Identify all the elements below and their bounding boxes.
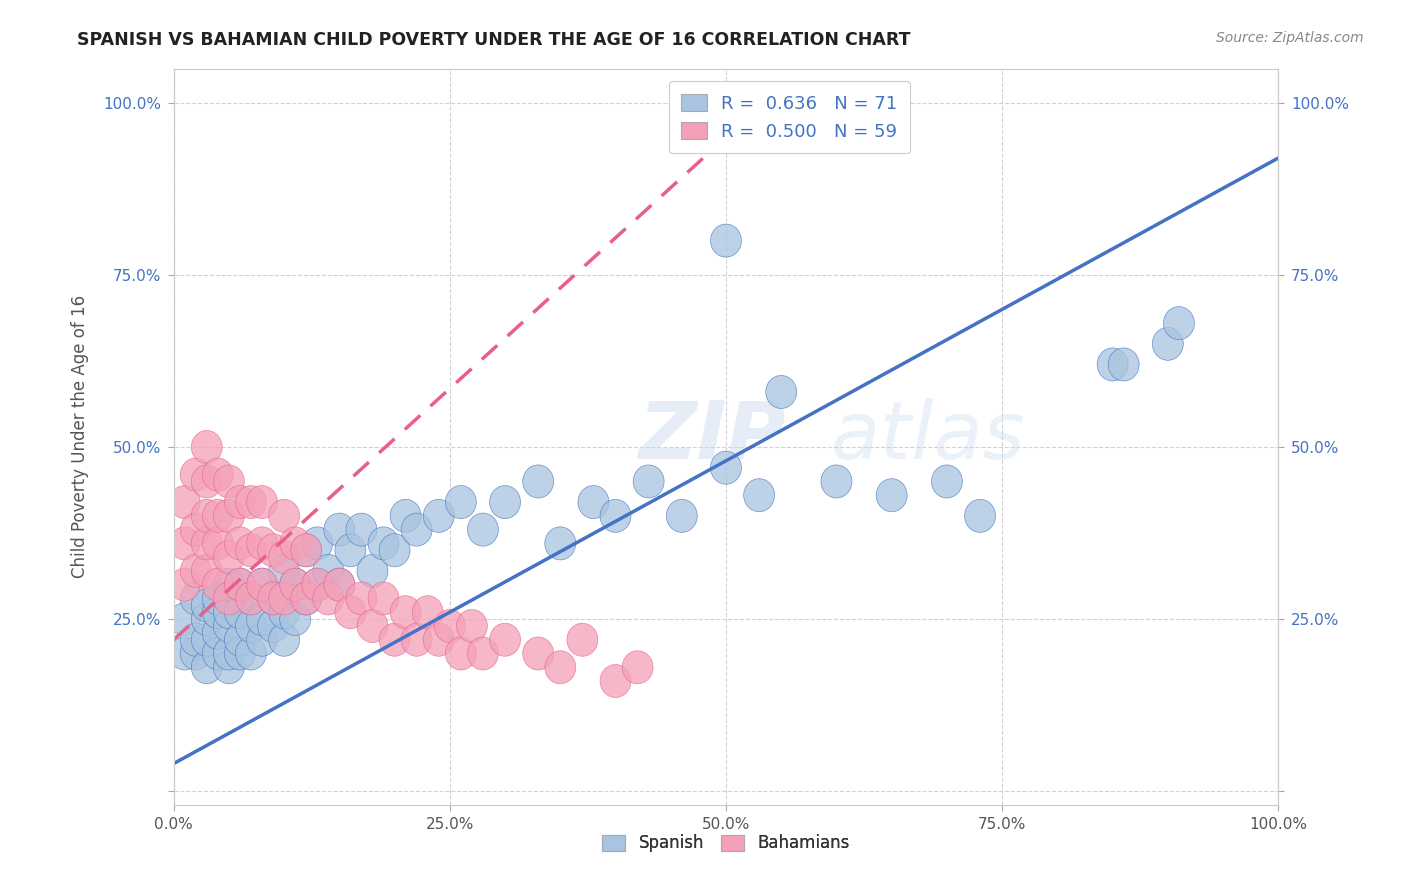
Text: Source: ZipAtlas.com: Source: ZipAtlas.com	[1216, 31, 1364, 45]
Text: SPANISH VS BAHAMIAN CHILD POVERTY UNDER THE AGE OF 16 CORRELATION CHART: SPANISH VS BAHAMIAN CHILD POVERTY UNDER …	[77, 31, 911, 49]
Legend: Spanish, Bahamians: Spanish, Bahamians	[595, 828, 856, 859]
Text: ZIP: ZIP	[637, 398, 785, 475]
Text: atlas: atlas	[831, 398, 1025, 475]
Y-axis label: Child Poverty Under the Age of 16: Child Poverty Under the Age of 16	[72, 295, 89, 578]
